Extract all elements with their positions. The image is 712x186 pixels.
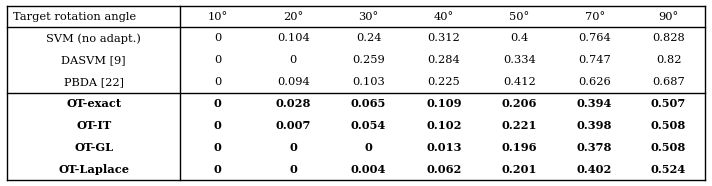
Text: 0.062: 0.062 <box>426 164 461 175</box>
Text: 0.007: 0.007 <box>276 120 311 131</box>
Text: 0.109: 0.109 <box>426 98 461 109</box>
Text: DASVM [9]: DASVM [9] <box>61 55 126 65</box>
Text: 0: 0 <box>214 77 221 87</box>
Text: 0.508: 0.508 <box>651 120 686 131</box>
Text: 0.065: 0.065 <box>351 98 386 109</box>
Text: 0.221: 0.221 <box>501 120 537 131</box>
Text: 0.747: 0.747 <box>578 55 611 65</box>
Text: 0.524: 0.524 <box>651 164 686 175</box>
Text: 0.284: 0.284 <box>427 55 460 65</box>
Text: 40°: 40° <box>434 12 454 22</box>
Text: 0.028: 0.028 <box>276 98 311 109</box>
Text: 0: 0 <box>214 33 221 43</box>
Text: PBDA [22]: PBDA [22] <box>63 77 124 87</box>
Text: 0.103: 0.103 <box>352 77 385 87</box>
Text: 0: 0 <box>214 55 221 65</box>
Text: 0.24: 0.24 <box>356 33 382 43</box>
Text: 0.104: 0.104 <box>277 33 310 43</box>
Text: 0.402: 0.402 <box>577 164 612 175</box>
Text: 0.013: 0.013 <box>426 142 461 153</box>
Text: OT-Laplace: OT-Laplace <box>58 164 129 175</box>
Text: 0.196: 0.196 <box>501 142 537 153</box>
Text: 0.094: 0.094 <box>277 77 310 87</box>
Text: 0: 0 <box>214 142 221 153</box>
Text: 0: 0 <box>214 98 221 109</box>
Text: 0.004: 0.004 <box>351 164 386 175</box>
Text: 0: 0 <box>290 55 297 65</box>
Text: 0: 0 <box>214 164 221 175</box>
Text: 0.225: 0.225 <box>427 77 460 87</box>
Text: 0.378: 0.378 <box>577 142 612 153</box>
Text: 0.102: 0.102 <box>426 120 461 131</box>
Text: 0: 0 <box>214 120 221 131</box>
Text: 0.412: 0.412 <box>503 77 535 87</box>
Text: 30°: 30° <box>358 12 379 22</box>
Text: 0: 0 <box>289 164 297 175</box>
Text: 20°: 20° <box>283 12 303 22</box>
Text: 0.828: 0.828 <box>652 33 685 43</box>
Text: OT-GL: OT-GL <box>74 142 113 153</box>
Text: 0.4: 0.4 <box>511 33 528 43</box>
Text: 10°: 10° <box>208 12 228 22</box>
Text: 0.764: 0.764 <box>578 33 611 43</box>
Text: Target rotation angle: Target rotation angle <box>13 12 136 22</box>
Text: 0.259: 0.259 <box>352 55 385 65</box>
Text: 0.394: 0.394 <box>577 98 612 109</box>
Text: OT-IT: OT-IT <box>76 120 111 131</box>
Text: 0.206: 0.206 <box>501 98 537 109</box>
Text: 90°: 90° <box>659 12 679 22</box>
Text: 0.82: 0.82 <box>656 55 681 65</box>
Text: 0: 0 <box>289 142 297 153</box>
Text: 0.334: 0.334 <box>503 55 535 65</box>
Text: 0.626: 0.626 <box>578 77 611 87</box>
Text: 0: 0 <box>365 142 372 153</box>
Text: 0.508: 0.508 <box>651 142 686 153</box>
Text: 0.312: 0.312 <box>427 33 460 43</box>
Text: 0.054: 0.054 <box>351 120 386 131</box>
Text: 0.398: 0.398 <box>577 120 612 131</box>
Text: OT-exact: OT-exact <box>66 98 121 109</box>
Text: 0.687: 0.687 <box>652 77 685 87</box>
Text: 0.507: 0.507 <box>651 98 686 109</box>
Text: 50°: 50° <box>509 12 530 22</box>
Text: 0.201: 0.201 <box>501 164 537 175</box>
Text: 70°: 70° <box>585 12 604 22</box>
Text: SVM (no adapt.): SVM (no adapt.) <box>46 33 141 44</box>
